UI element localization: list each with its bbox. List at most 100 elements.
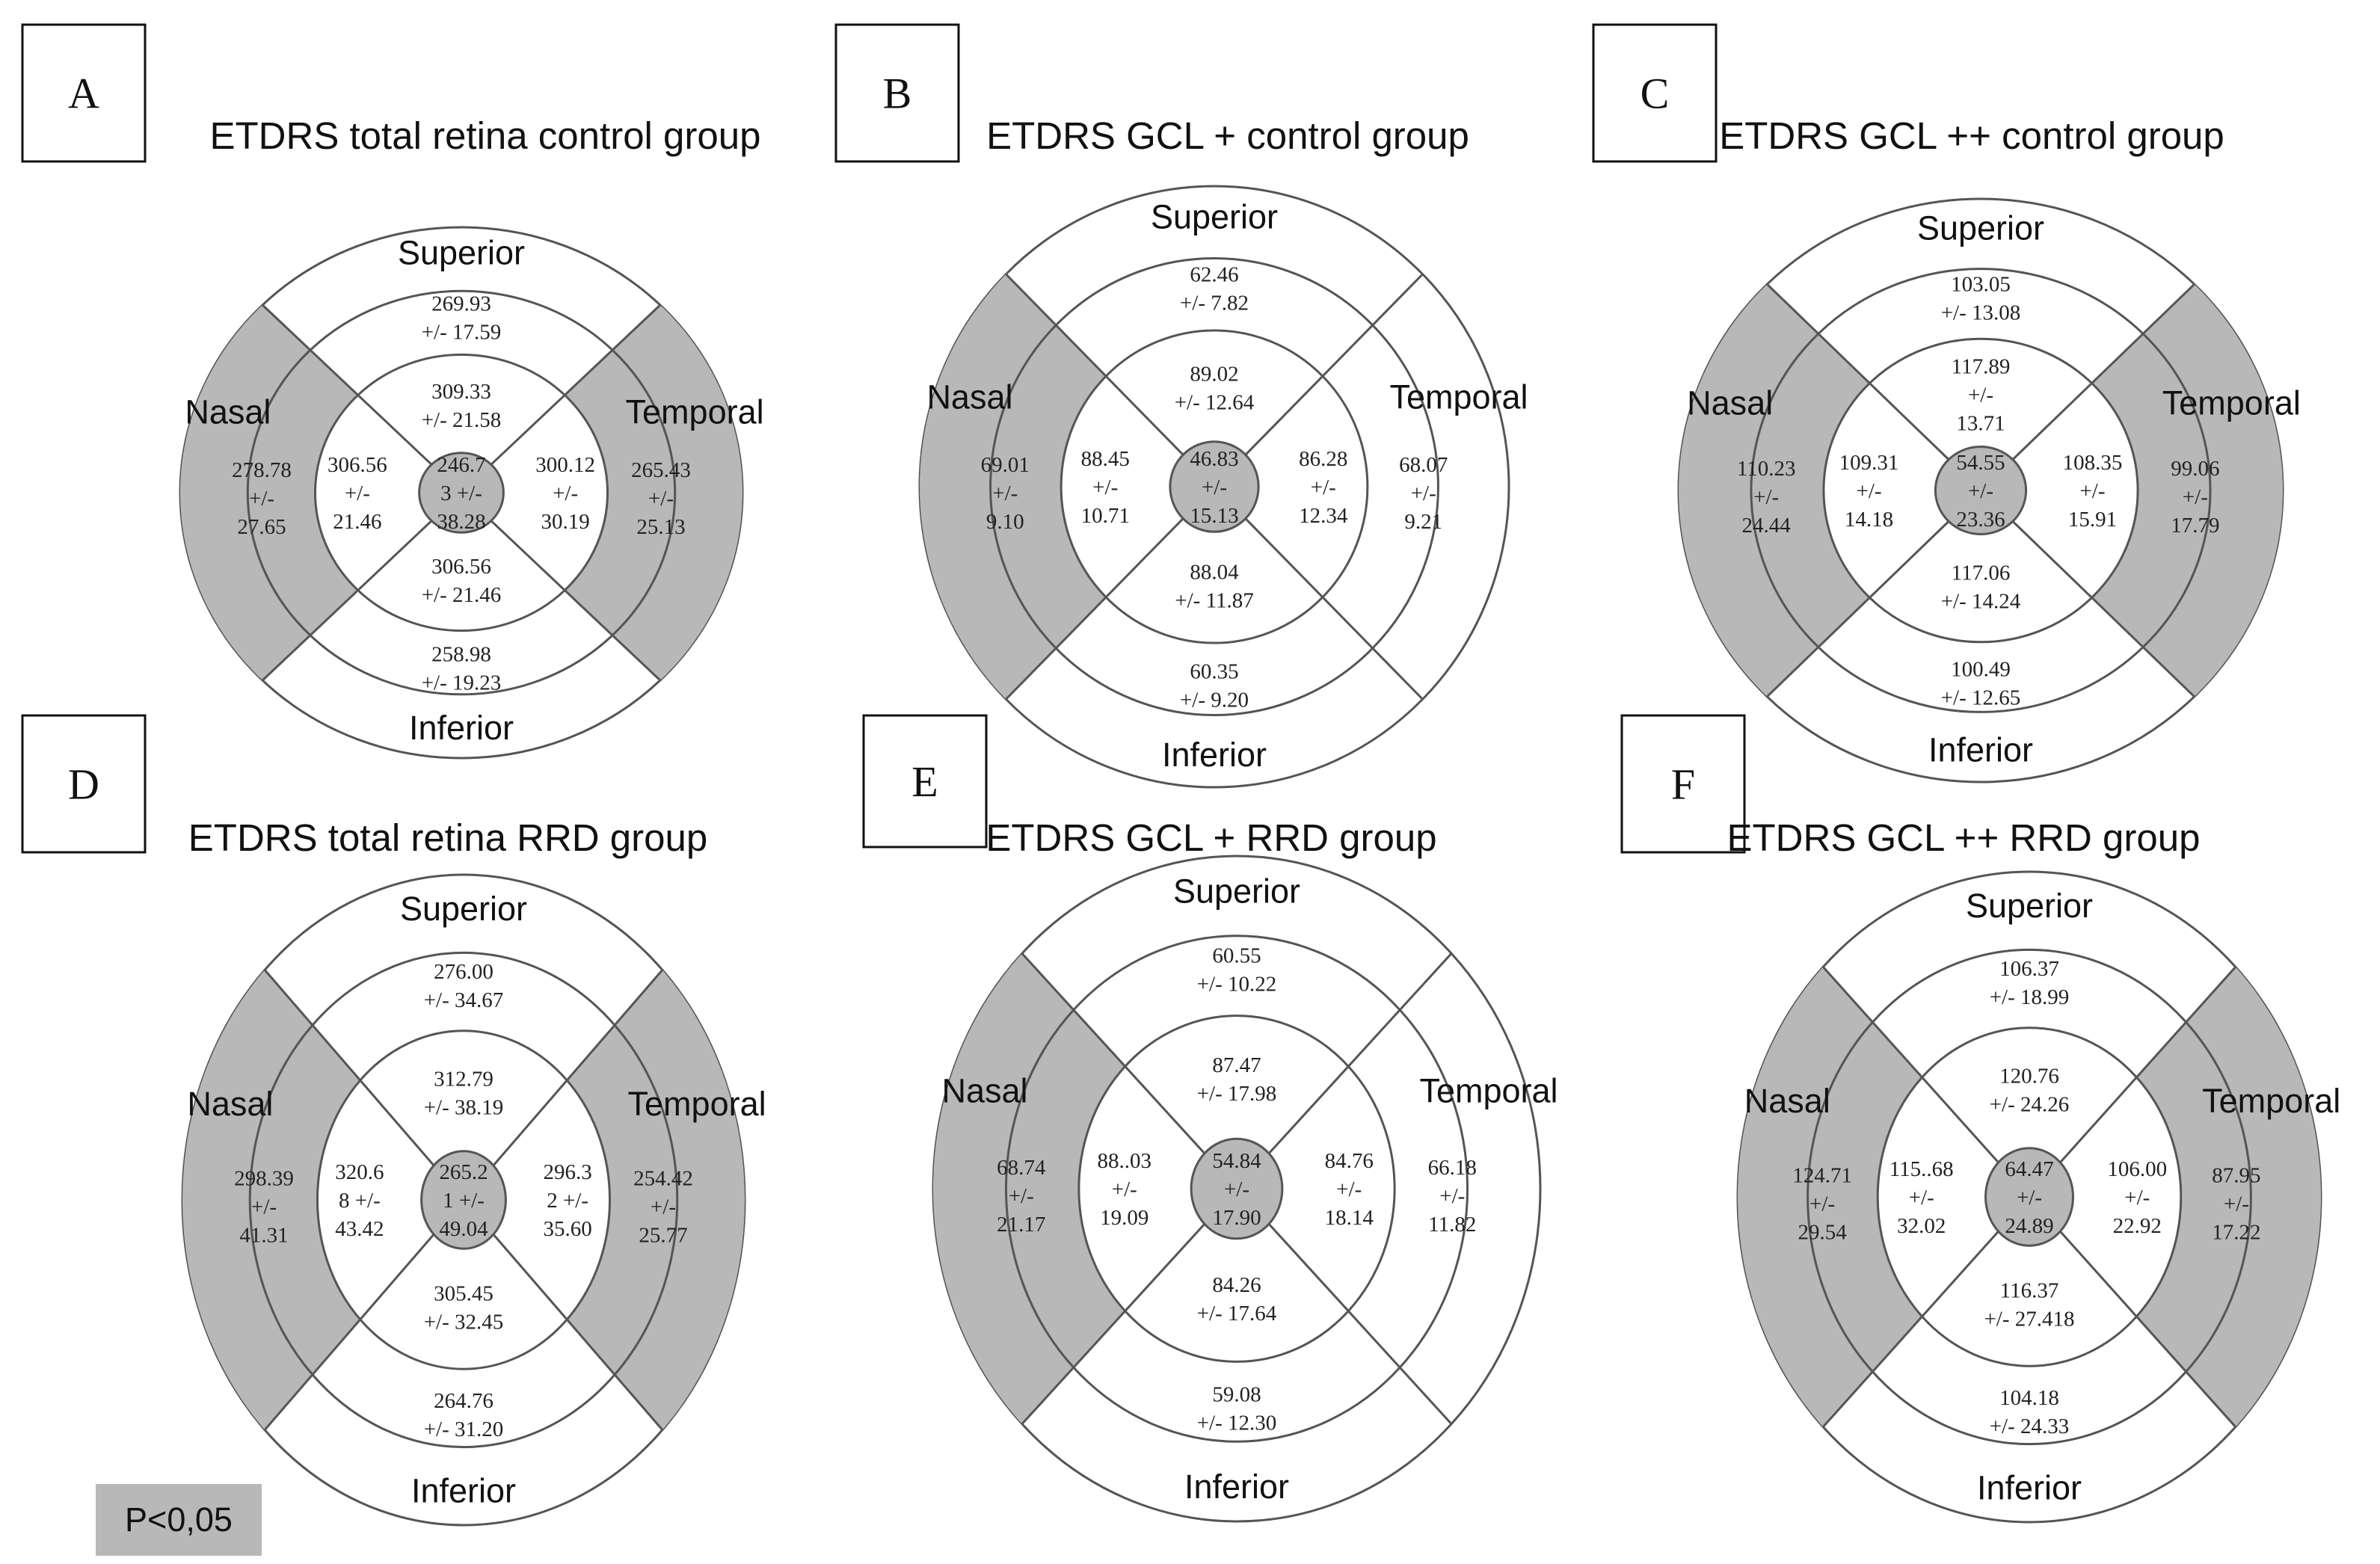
value-inner-nasal: 109.31 (1839, 451, 1899, 475)
panel-label-box (21, 23, 147, 163)
value-center: 246.7 (437, 453, 485, 477)
value-inner-temporal: 84.76 (1325, 1149, 1374, 1173)
value-outer-nasal: 41.31 (239, 1224, 288, 1248)
value-outer-inferior: 60.35 (1190, 659, 1238, 683)
value-center: 265.2 (439, 1160, 488, 1184)
value-outer-nasal: +/- (249, 487, 274, 511)
sector-divider (1021, 1223, 1206, 1425)
value-outer-temporal: +/- (1411, 481, 1436, 505)
value-outer-nasal: 69.01 (981, 453, 1030, 477)
value-inner-nasal: +/- (1112, 1177, 1137, 1201)
value-inner-inferior: +/- 11.87 (1175, 589, 1254, 613)
value-center: +/- (1968, 479, 1993, 503)
value-inner-nasal: 306.56 (328, 453, 387, 477)
panel-f: F ETDRS GCL ++ RRD group Superior Inferior N… (1620, 714, 2340, 1524)
value-outer-inferior: 104.18 (1999, 1386, 2059, 1410)
value-outer-nasal: +/- (1009, 1184, 1034, 1208)
value-outer-superior: 276.00 (434, 960, 493, 984)
panel-a: A ETDRS total retina control group Superio… (21, 23, 764, 760)
direction-temporal: Temporal (1389, 378, 1528, 416)
value-outer-temporal: 265.43 (631, 458, 691, 482)
value-center: 64.47 (2005, 1157, 2053, 1181)
direction-temporal: Temporal (628, 1085, 766, 1123)
value-center: 3 +/- (440, 481, 482, 505)
value-outer-superior: +/- 18.99 (1990, 985, 2070, 1009)
value-center: +/- (2017, 1186, 2042, 1210)
value-outer-temporal: 254.42 (633, 1167, 693, 1191)
value-outer-temporal: 17.22 (2212, 1221, 2260, 1245)
value-outer-nasal: 298.39 (234, 1167, 294, 1191)
middle-ring (246, 289, 677, 696)
value-outer-superior: +/- 13.08 (1941, 301, 2021, 325)
value-outer-nasal: 29.54 (1798, 1221, 1847, 1245)
middle-ring (1004, 935, 1469, 1443)
sector-divider (1267, 1223, 1453, 1425)
sector-divider (2059, 966, 2236, 1163)
legend-text: P<0,05 (125, 1500, 233, 1539)
value-inner-temporal: +/- (1311, 475, 1336, 499)
panel-label-box (862, 714, 988, 849)
middle-ring (248, 951, 679, 1449)
direction-nasal: Nasal (1687, 384, 1773, 422)
value-center: +/- (1202, 475, 1227, 499)
center-circle (1984, 1147, 2074, 1247)
value-center: 54.84 (1212, 1149, 1261, 1173)
direction-inferior: Inferior (1184, 1468, 1289, 1506)
value-outer-temporal: +/- (1439, 1184, 1465, 1208)
value-outer-superior: +/- 34.67 (424, 988, 504, 1012)
value-outer-nasal: 24.44 (1742, 514, 1792, 538)
outer-nasal-sector (182, 970, 360, 1430)
value-outer-temporal: +/- (651, 1195, 676, 1219)
value-inner-inferior: +/- 14.24 (1941, 590, 2021, 614)
value-center: 1 +/- (443, 1189, 485, 1213)
sector-divider (262, 520, 433, 682)
value-center: 49.04 (439, 1217, 488, 1241)
value-inner-nasal: 10.71 (1081, 504, 1130, 528)
value-inner-superior: 89.02 (1190, 362, 1238, 386)
outer-temporal-sector (2091, 284, 2284, 697)
panel-label: A (68, 70, 99, 118)
value-inner-inferior: 116.37 (2000, 1279, 2059, 1303)
value-inner-temporal: 108.35 (2063, 451, 2123, 475)
sector-divider (490, 304, 661, 466)
value-inner-temporal: 15.91 (2068, 508, 2117, 532)
sector-divider (2011, 283, 2195, 461)
value-inner-temporal: 12.34 (1299, 504, 1348, 528)
value-inner-nasal: 8 +/- (339, 1189, 381, 1213)
direction-superior: Superior (1917, 209, 2044, 247)
middle-ring (1806, 948, 2252, 1446)
value-inner-nasal: 43.42 (335, 1217, 384, 1241)
value-inner-superior: 120.76 (1999, 1064, 2059, 1088)
value-outer-inferior: +/- 24.33 (1990, 1414, 2070, 1438)
sector-divider (1822, 966, 1999, 1163)
value-inner-nasal: +/- (1909, 1186, 1934, 1210)
sector-divider (1244, 517, 1424, 701)
panel-d: D ETDRS total retina RRD group Superior Inf… (21, 714, 766, 1527)
sector-divider (492, 969, 664, 1166)
value-inner-temporal: 106.00 (2107, 1157, 2167, 1181)
direction-nasal: Nasal (187, 1085, 273, 1123)
value-outer-nasal: 68.74 (997, 1156, 1046, 1180)
value-outer-temporal: 99.06 (2171, 457, 2219, 481)
value-inner-superior: 87.47 (1212, 1053, 1261, 1077)
value-outer-temporal: 25.13 (636, 515, 685, 539)
center-circle (1190, 1137, 1284, 1240)
direction-nasal: Nasal (185, 393, 271, 431)
value-outer-temporal: +/- (2183, 485, 2208, 509)
value-inner-temporal: +/- (1336, 1177, 1362, 1201)
sector-divider (1822, 1231, 1999, 1428)
value-inner-superior: +/- 21.58 (422, 408, 502, 432)
value-inner-superior: +/- 38.19 (424, 1095, 504, 1119)
direction-nasal: Nasal (1744, 1082, 1830, 1120)
middle-ring (989, 256, 1439, 717)
center-circle (1934, 446, 2028, 535)
panel-b: B ETDRS GCL + control group Superior Inferi… (834, 23, 1528, 789)
sector-divider (263, 1234, 435, 1431)
value-outer-superior: 269.93 (431, 292, 491, 316)
value-outer-inferior: 264.76 (434, 1389, 493, 1413)
direction-inferior: Inferior (409, 709, 514, 747)
value-inner-superior: 312.79 (434, 1067, 493, 1091)
value-inner-nasal: 320.6 (335, 1160, 384, 1184)
value-inner-temporal: 30.19 (541, 510, 589, 534)
